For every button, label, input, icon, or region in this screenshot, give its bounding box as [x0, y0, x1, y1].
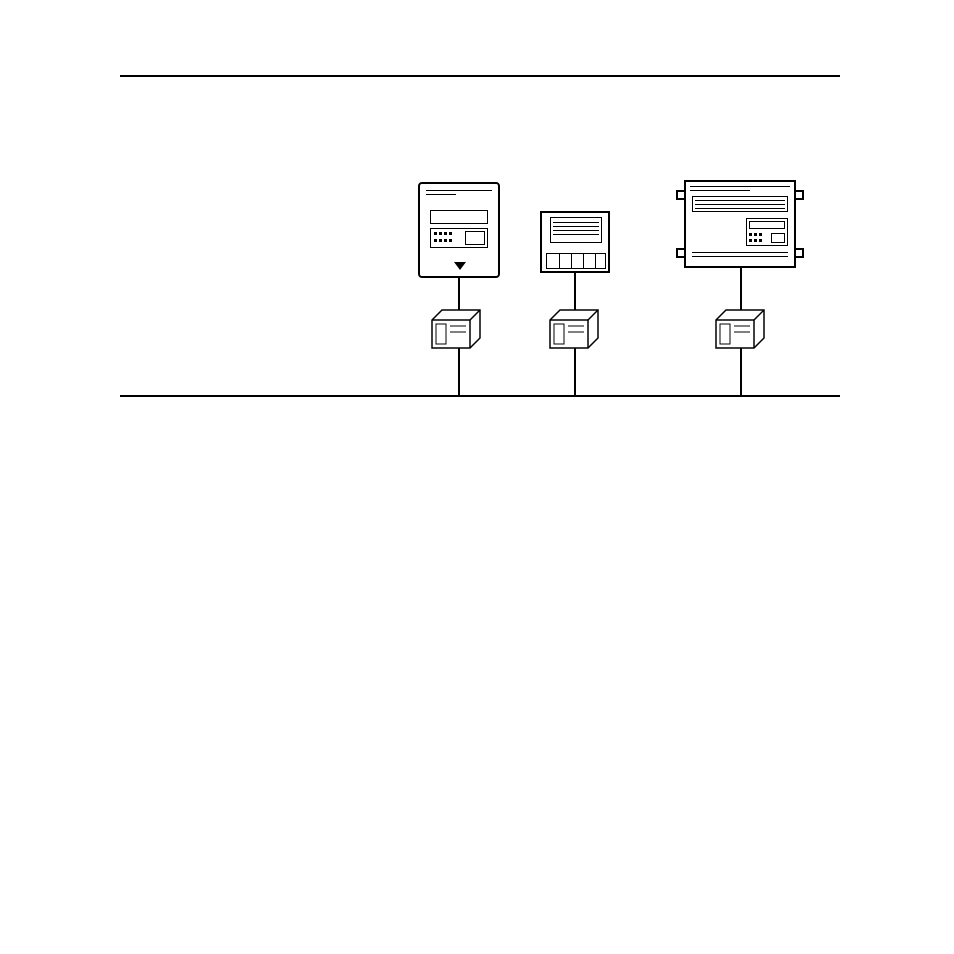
module-1	[430, 308, 484, 352]
device-2	[540, 211, 610, 273]
top-rule	[120, 75, 840, 77]
device-1	[418, 182, 500, 278]
device-3	[676, 178, 804, 270]
bus-line	[120, 395, 840, 397]
module-3	[714, 308, 768, 352]
module-2	[548, 308, 602, 352]
